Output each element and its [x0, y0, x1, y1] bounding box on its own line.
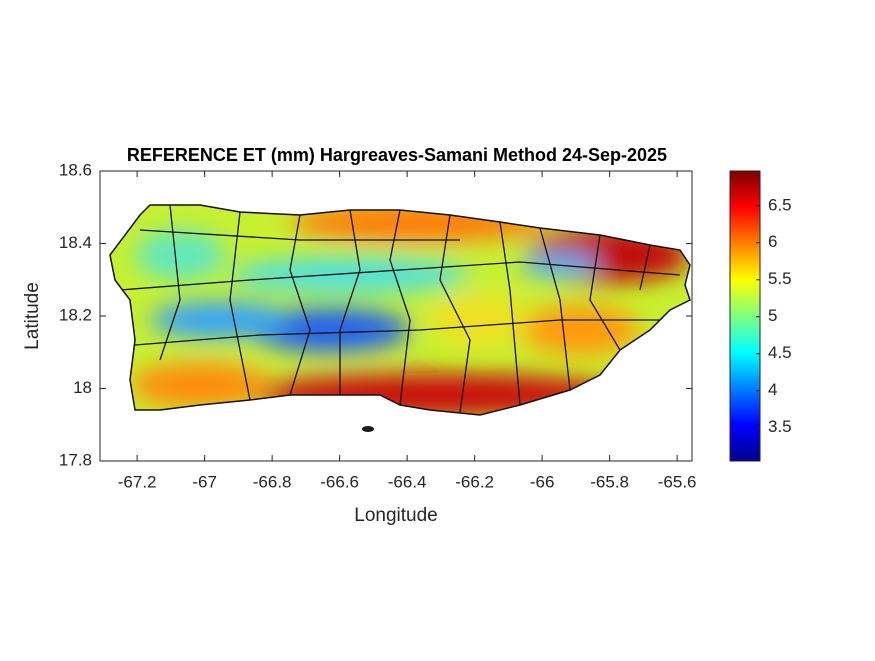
y-tick-label: 18.6: [59, 160, 92, 179]
colorbar-tick-label: 6.5: [768, 195, 792, 214]
x-axis-label: Longitude: [354, 505, 437, 526]
colorbar-tick-label: 6: [768, 232, 777, 251]
x-tick-label: -66.8: [253, 472, 292, 491]
chart-title: REFERENCE ET (mm) Hargreaves-Samani Meth…: [127, 145, 667, 165]
y-axis-label: Latitude: [22, 282, 43, 350]
colorbar-tick-label: 4: [768, 380, 777, 399]
colorbar: [729, 170, 761, 462]
coastline: [109, 204, 691, 416]
y-tick-label: 18: [73, 378, 92, 397]
x-tick-label: -66.2: [455, 472, 494, 491]
colorbar-tick-label: 3.5: [768, 417, 792, 436]
x-tick-label: -66.4: [388, 472, 427, 491]
x-tick-label: -65.6: [658, 472, 697, 491]
x-tick-label: -67: [192, 472, 217, 491]
y-tick-label: 18.2: [59, 305, 92, 324]
x-tick-label: -66: [530, 472, 555, 491]
colorbar-tick-label: 5.5: [768, 269, 792, 288]
x-tick-label: -66.6: [320, 472, 359, 491]
x-tick-label: -65.8: [590, 472, 629, 491]
y-tick-label: 17.8: [59, 450, 92, 469]
colorbar-tick-label: 4.5: [768, 343, 792, 362]
islet: [362, 426, 374, 432]
raster: [110, 205, 690, 415]
colorbar-tick-label: 5: [768, 306, 777, 325]
y-tick-label: 18.4: [59, 233, 92, 252]
x-tick-label: -67.2: [118, 472, 157, 491]
